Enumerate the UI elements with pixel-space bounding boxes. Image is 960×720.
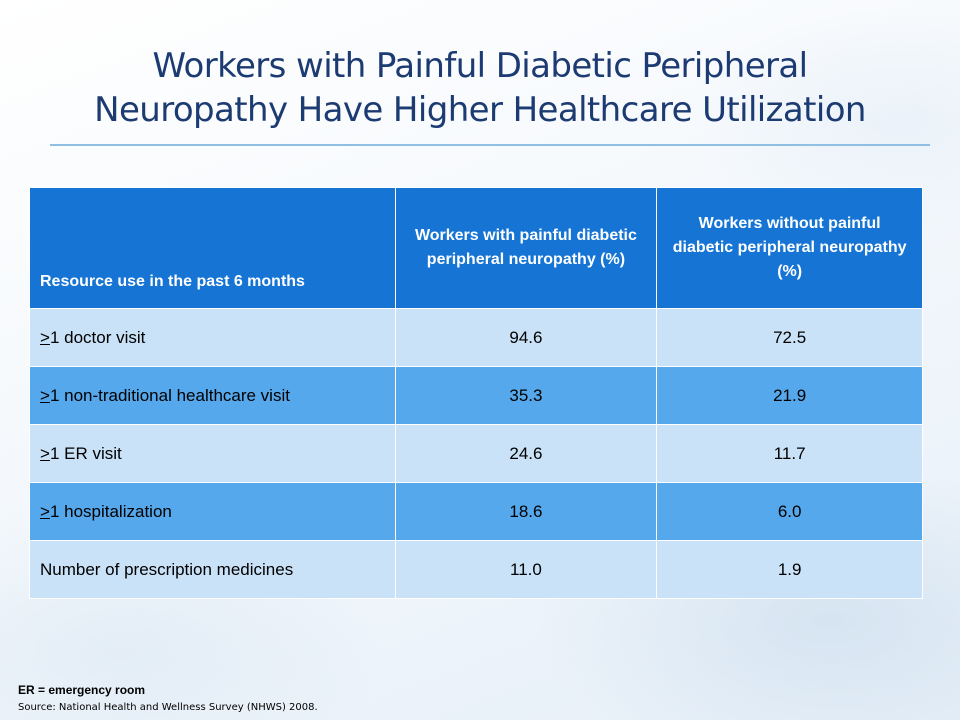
page-title: Workers with Painful Diabetic Peripheral… — [40, 44, 920, 132]
row-label-text: 1 doctor visit — [49, 327, 146, 347]
table-row: >1 non-traditional healthcare visit 35.3… — [29, 366, 923, 425]
row-label-text: Number of prescription medicines — [40, 559, 294, 579]
value-with: 11.0 — [394, 540, 658, 599]
value-with: 94.6 — [394, 308, 658, 367]
row-label: >1 doctor visit — [29, 308, 396, 367]
ge-symbol: > — [40, 501, 50, 521]
ge-symbol: > — [40, 443, 50, 463]
ge-symbol: > — [40, 385, 50, 405]
table-row: >1 hospitalization 18.6 6.0 — [29, 482, 923, 541]
value-without: 21.9 — [656, 366, 923, 425]
title-line-1: Workers with Painful Diabetic Peripheral — [152, 46, 808, 86]
row-label: Number of prescription medicines — [29, 540, 396, 599]
value-without: 1.9 — [656, 540, 923, 599]
table-row: Number of prescription medicines 11.0 1.… — [29, 540, 923, 599]
abbreviation-note: ER = emergency room — [18, 683, 146, 697]
row-label: >1 hospitalization — [29, 482, 396, 541]
row-label: >1 non-traditional healthcare visit — [29, 366, 396, 425]
value-without: 6.0 — [656, 482, 923, 541]
row-label: >1 ER visit — [29, 424, 396, 483]
source-note: Source: National Health and Wellness Sur… — [18, 702, 318, 713]
title-line-2: Neuropathy Have Higher Healthcare Utiliz… — [94, 90, 866, 130]
value-with: 18.6 — [394, 482, 658, 541]
value-with: 35.3 — [394, 366, 658, 425]
value-with: 24.6 — [394, 424, 658, 483]
header-without-pdpn: Workers without painful diabetic periphe… — [656, 187, 923, 309]
row-label-text: 1 hospitalization — [49, 501, 172, 521]
value-without: 11.7 — [656, 424, 923, 483]
value-without: 72.5 — [656, 308, 923, 367]
row-label-text: 1 ER visit — [49, 443, 122, 463]
header-with-pdpn: Workers with painful diabetic peripheral… — [394, 187, 658, 309]
healthcare-utilization-table: Resource use in the past 6 months Worker… — [29, 187, 923, 599]
row-label-text: 1 non-traditional healthcare visit — [49, 385, 290, 405]
ge-symbol: > — [40, 327, 50, 347]
title-divider — [50, 144, 930, 146]
table-row: >1 doctor visit 94.6 72.5 — [29, 308, 923, 367]
header-resource-use: Resource use in the past 6 months — [29, 187, 396, 309]
table-row: >1 ER visit 24.6 11.7 — [29, 424, 923, 483]
table-header-row: Resource use in the past 6 months Worker… — [29, 187, 923, 309]
